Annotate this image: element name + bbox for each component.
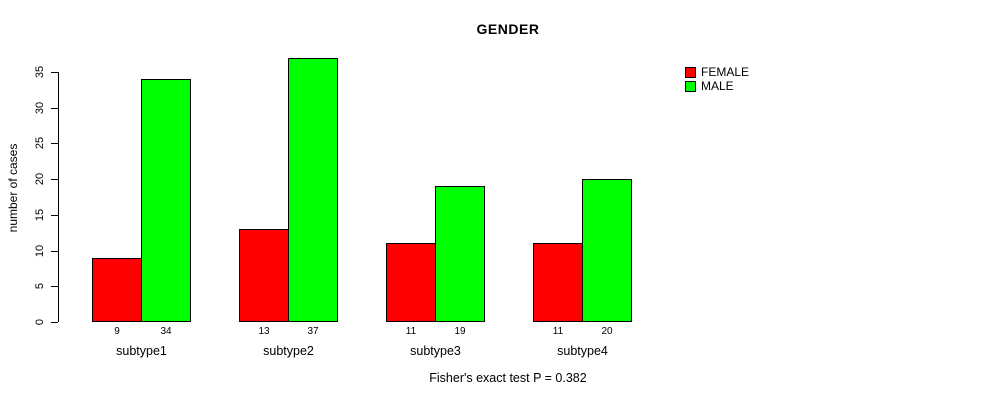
y-tick-label: 0: [34, 318, 46, 326]
bar-value-male-subtype4: 20: [601, 326, 613, 337]
y-tick: [51, 179, 58, 181]
bar-value-male-subtype1: 34: [160, 326, 172, 337]
legend-label-female: FEMALE: [701, 65, 750, 79]
bar-female-subtype3: [386, 243, 436, 322]
y-tick-label: 5: [34, 283, 46, 290]
bar-female-subtype2: [239, 229, 289, 322]
category-label-subtype2: subtype2: [263, 344, 314, 358]
y-tick: [51, 322, 58, 323]
y-tick: [51, 214, 58, 216]
chart-title: GENDER: [476, 21, 540, 37]
bar-value-female-subtype4: 11: [552, 326, 564, 337]
bar-value-female-subtype3: 11: [405, 326, 417, 337]
bar-male-subtype3: [435, 186, 485, 322]
y-tick: [51, 250, 58, 252]
y-tick-label: 30: [34, 101, 46, 114]
y-tick-label: 25: [34, 137, 46, 150]
y-tick-label: 35: [34, 65, 46, 79]
bar-value-female-subtype1: 9: [114, 326, 120, 337]
category-label-subtype4: subtype4: [557, 344, 608, 358]
category-label-subtype3: subtype3: [410, 344, 461, 358]
y-axis-label: number of cases: [6, 143, 20, 233]
legend-item-female: FEMALE: [685, 65, 749, 79]
legend: FEMALE MALE: [685, 65, 749, 93]
annotation-text: Fisher's exact test P = 0.382: [429, 371, 587, 385]
legend-swatch-female: [685, 66, 696, 78]
y-tick-label: 20: [34, 173, 46, 186]
bar-value-male-subtype3: 19: [454, 326, 466, 337]
bar-male-subtype2: [288, 57, 338, 322]
y-tick: [51, 143, 58, 145]
y-tick-label: 15: [34, 208, 46, 221]
bar-female-subtype4: [533, 243, 583, 322]
bar-value-female-subtype2: 13: [258, 326, 270, 337]
bar-value-male-subtype2: 37: [307, 326, 319, 337]
legend-label-male: MALE: [701, 79, 734, 93]
bar-female-subtype1: [92, 257, 142, 322]
y-axis-line: [58, 72, 59, 322]
category-label-subtype1: subtype1: [116, 344, 167, 358]
y-tick: [51, 286, 58, 288]
legend-swatch-male: [685, 80, 696, 92]
bar-male-subtype1: [141, 79, 191, 322]
y-tick: [51, 107, 58, 109]
legend-item-male: MALE: [685, 79, 749, 93]
y-tick: [51, 72, 58, 73]
bar-male-subtype4: [582, 179, 632, 322]
y-tick-label: 10: [34, 244, 46, 257]
